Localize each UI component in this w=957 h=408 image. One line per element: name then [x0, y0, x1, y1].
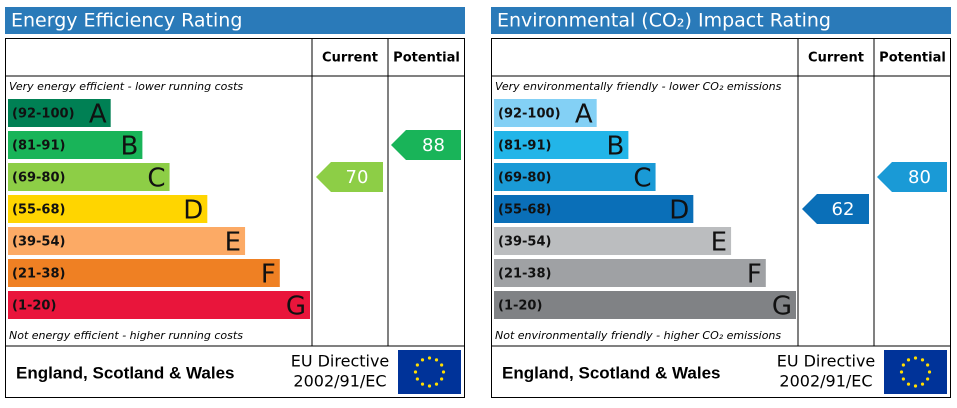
rating-band	[8, 259, 280, 287]
band-range: (39-54)	[12, 235, 65, 250]
band-range: (1-20)	[12, 299, 56, 314]
eu-star	[420, 382, 425, 386]
eu-star	[926, 363, 930, 367]
eu-star	[413, 370, 418, 374]
band-range: (69-80)	[498, 171, 551, 186]
band-letter: C	[633, 164, 651, 194]
panel-title: Energy Efficiency Rating	[11, 10, 242, 32]
eu-star	[920, 358, 925, 362]
rating-arrow	[802, 194, 869, 224]
eu-star	[926, 377, 930, 381]
band-range: (39-54)	[498, 235, 551, 250]
eu-star	[440, 363, 444, 367]
rating-band	[8, 291, 310, 319]
band-letter: D	[669, 196, 689, 226]
rating-band	[494, 291, 796, 319]
frame	[491, 38, 951, 398]
eu-star	[420, 358, 425, 362]
rating-arrow	[316, 162, 383, 192]
rating-band	[494, 259, 766, 287]
eu-star	[913, 384, 918, 388]
band-range: (55-68)	[498, 203, 551, 218]
top-note: Very environmentally friendly - lower CO…	[495, 80, 782, 93]
rating-band	[8, 163, 170, 191]
epc-panel: Environmental (CO₂) Impact Rating Current…	[491, 7, 951, 398]
band-letter: F	[261, 260, 276, 290]
panel-title: Environmental (CO₂) Impact Rating	[497, 10, 831, 32]
rating-band	[494, 227, 732, 255]
band-range: (1-20)	[498, 299, 542, 314]
footer-region: England, Scotland & Wales	[502, 363, 721, 382]
rating-band	[8, 99, 111, 127]
eu-star	[434, 358, 439, 362]
rating-band	[8, 131, 143, 159]
rating-band	[8, 227, 246, 255]
rating-band	[494, 131, 629, 159]
title-bar	[5, 7, 465, 34]
eu-star	[415, 363, 419, 367]
band-letter: F	[747, 260, 762, 290]
band-letter: A	[89, 100, 107, 130]
band-range: (21-38)	[498, 267, 551, 282]
rating-value: 88	[422, 135, 445, 156]
band-letter: E	[711, 228, 727, 258]
eu-star	[415, 377, 419, 381]
top-note: Very energy efficient - lower running co…	[9, 80, 243, 93]
band-letter: E	[225, 228, 241, 258]
bottom-note: Not environmentally friendly - higher CO…	[495, 329, 781, 342]
band-range: (81-91)	[498, 139, 551, 154]
eu-star	[913, 356, 918, 360]
eu-star	[927, 370, 932, 374]
eu-star	[434, 382, 439, 386]
band-letter: C	[147, 164, 165, 194]
band-range: (69-80)	[12, 171, 65, 186]
title-bar	[491, 7, 951, 34]
band-letter: D	[183, 196, 203, 226]
header-current: Current	[808, 51, 864, 66]
rating-band	[494, 195, 694, 223]
band-range: (81-91)	[12, 139, 65, 154]
eu-star	[427, 384, 432, 388]
footer-directive: EU Directive	[777, 352, 876, 371]
rating-band	[494, 99, 597, 127]
rating-arrow	[877, 162, 947, 192]
band-range: (92-100)	[12, 107, 75, 122]
bottom-note: Not energy efficient - higher running co…	[9, 329, 243, 342]
band-letter: G	[286, 292, 306, 322]
band-range: (55-68)	[12, 203, 65, 218]
rating-value: 80	[908, 167, 931, 188]
eu-star	[906, 382, 911, 386]
eu-star	[441, 370, 446, 374]
band-letter: G	[772, 292, 792, 322]
footer-region: England, Scotland & Wales	[16, 363, 235, 382]
footer-directive: EU Directive	[291, 352, 390, 371]
header-potential: Potential	[879, 51, 946, 66]
eu-star	[901, 377, 905, 381]
eu-star	[906, 358, 911, 362]
eu-star	[440, 377, 444, 381]
header-potential: Potential	[393, 51, 460, 66]
band-range: (92-100)	[498, 107, 561, 122]
rating-value: 62	[832, 199, 855, 220]
header-current: Current	[322, 51, 378, 66]
rating-arrow	[391, 130, 461, 160]
frame	[5, 38, 465, 398]
rating-band	[8, 195, 208, 223]
band-letter: A	[575, 100, 593, 130]
eu-star	[901, 363, 905, 367]
rating-value: 70	[346, 167, 369, 188]
rating-band	[494, 163, 656, 191]
eu-star	[920, 382, 925, 386]
band-range: (21-38)	[12, 267, 65, 282]
epc-panel: Energy Efficiency Rating Current Potential…	[5, 7, 465, 398]
eu-star	[899, 370, 904, 374]
band-letter: B	[607, 132, 625, 162]
footer-directive: 2002/91/EC	[293, 372, 386, 391]
band-letter: B	[121, 132, 139, 162]
eu-star	[427, 356, 432, 360]
footer-directive: 2002/91/EC	[779, 372, 872, 391]
